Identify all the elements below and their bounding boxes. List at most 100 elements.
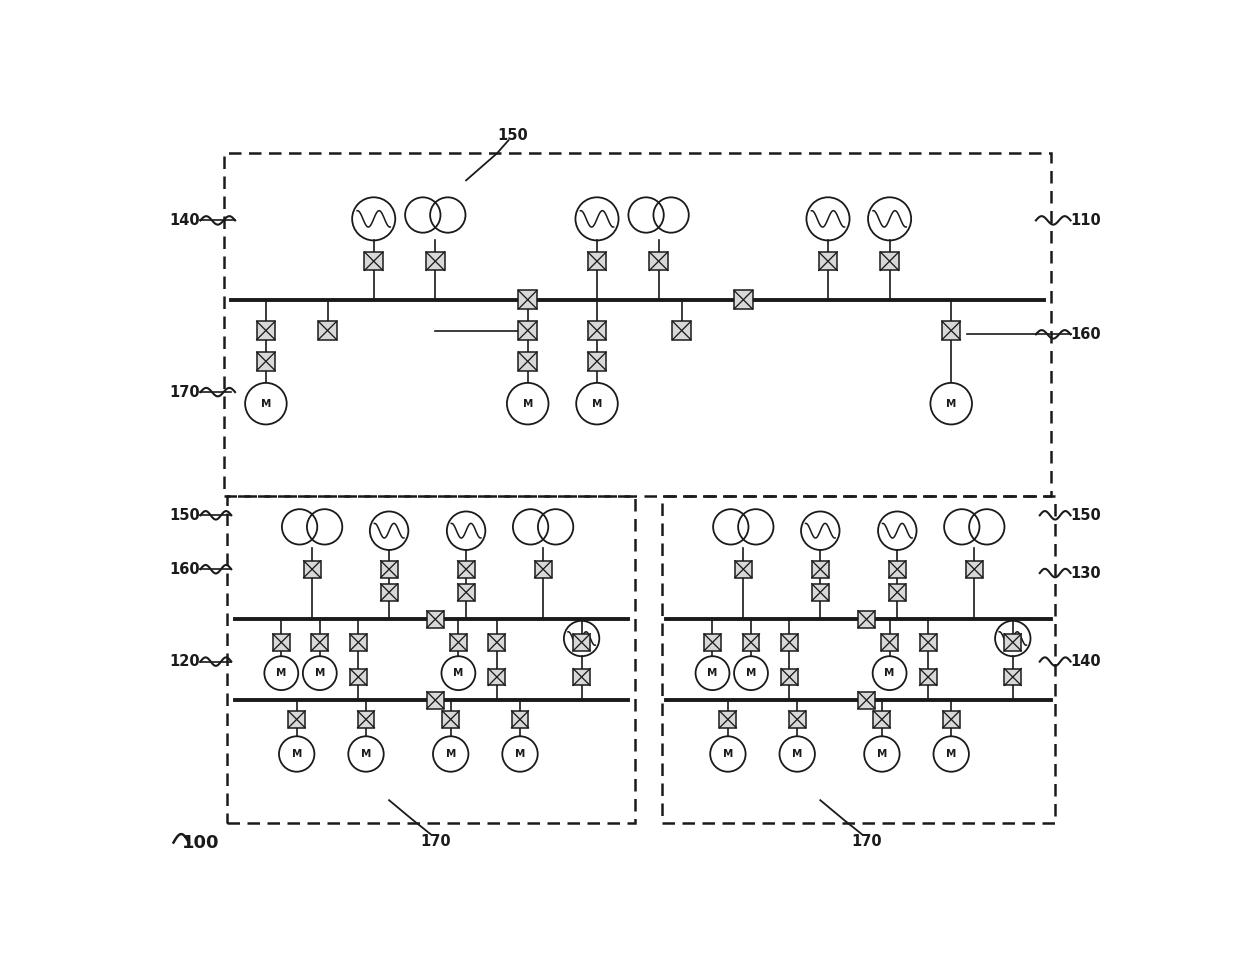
Bar: [858, 691, 875, 709]
Bar: [781, 634, 799, 651]
Bar: [458, 584, 475, 601]
Text: M: M: [946, 749, 956, 759]
Text: 130: 130: [1070, 566, 1101, 580]
Bar: [311, 634, 329, 651]
Bar: [889, 584, 905, 601]
Bar: [518, 352, 537, 370]
Bar: [443, 710, 459, 728]
Bar: [357, 710, 374, 728]
Bar: [781, 669, 799, 685]
Text: M: M: [877, 749, 887, 759]
Circle shape: [246, 383, 286, 424]
Circle shape: [507, 383, 548, 424]
Circle shape: [930, 383, 972, 424]
Bar: [942, 710, 960, 728]
Bar: [704, 634, 720, 651]
Bar: [920, 634, 936, 651]
Bar: [966, 561, 983, 577]
Circle shape: [734, 656, 768, 690]
Bar: [789, 710, 806, 728]
Bar: [719, 710, 737, 728]
Bar: [319, 321, 337, 339]
Bar: [672, 321, 691, 339]
Bar: [573, 669, 590, 685]
Circle shape: [934, 736, 968, 772]
Text: 170: 170: [170, 385, 201, 400]
Circle shape: [711, 736, 745, 772]
Bar: [818, 252, 837, 271]
Text: M: M: [591, 399, 603, 409]
Text: 160: 160: [1070, 327, 1101, 342]
Bar: [588, 321, 606, 339]
Bar: [427, 611, 444, 628]
Circle shape: [264, 656, 299, 690]
Circle shape: [279, 736, 315, 772]
Bar: [458, 561, 475, 577]
Text: M: M: [515, 749, 526, 759]
Bar: [573, 634, 590, 651]
Text: M: M: [707, 668, 718, 678]
Circle shape: [303, 656, 337, 690]
Text: M: M: [522, 399, 533, 409]
Text: 140: 140: [1070, 655, 1101, 669]
Bar: [518, 290, 537, 308]
Bar: [858, 611, 875, 628]
Text: M: M: [291, 749, 301, 759]
Bar: [518, 321, 537, 339]
Text: 150: 150: [1070, 508, 1101, 522]
Bar: [227, 496, 635, 823]
Bar: [942, 321, 961, 339]
Bar: [743, 634, 759, 651]
Text: 100: 100: [182, 834, 219, 851]
Bar: [1004, 669, 1022, 685]
Circle shape: [348, 736, 383, 772]
Text: M: M: [277, 668, 286, 678]
Text: 120: 120: [170, 655, 201, 669]
Text: M: M: [445, 749, 456, 759]
Bar: [662, 496, 1055, 823]
Bar: [534, 561, 552, 577]
Text: 140: 140: [170, 213, 201, 228]
Text: M: M: [453, 668, 464, 678]
Bar: [650, 252, 668, 271]
Bar: [489, 669, 506, 685]
Circle shape: [577, 383, 618, 424]
Text: M: M: [361, 749, 371, 759]
Bar: [350, 634, 367, 651]
Bar: [489, 634, 506, 651]
Circle shape: [441, 656, 475, 690]
Text: M: M: [792, 749, 802, 759]
Text: M: M: [946, 399, 956, 409]
Bar: [812, 561, 828, 577]
Bar: [882, 634, 898, 651]
Text: 110: 110: [1070, 213, 1101, 228]
Text: 170: 170: [851, 834, 882, 848]
Bar: [223, 153, 1052, 496]
Bar: [588, 352, 606, 370]
Bar: [873, 710, 890, 728]
Bar: [350, 669, 367, 685]
Bar: [381, 561, 398, 577]
Bar: [889, 561, 905, 577]
Text: 170: 170: [420, 834, 450, 848]
Circle shape: [502, 736, 538, 772]
Text: M: M: [315, 668, 325, 678]
Circle shape: [864, 736, 899, 772]
Bar: [588, 252, 606, 271]
Bar: [512, 710, 528, 728]
Bar: [450, 634, 467, 651]
Text: M: M: [884, 668, 895, 678]
Bar: [257, 321, 275, 339]
Bar: [812, 584, 828, 601]
Text: 160: 160: [170, 562, 201, 576]
Circle shape: [873, 656, 906, 690]
Text: 150: 150: [170, 508, 201, 522]
Text: M: M: [723, 749, 733, 759]
Bar: [734, 290, 753, 308]
Bar: [273, 634, 290, 651]
Bar: [427, 252, 444, 271]
Circle shape: [433, 736, 469, 772]
Text: M: M: [260, 399, 272, 409]
Bar: [880, 252, 899, 271]
Circle shape: [780, 736, 815, 772]
